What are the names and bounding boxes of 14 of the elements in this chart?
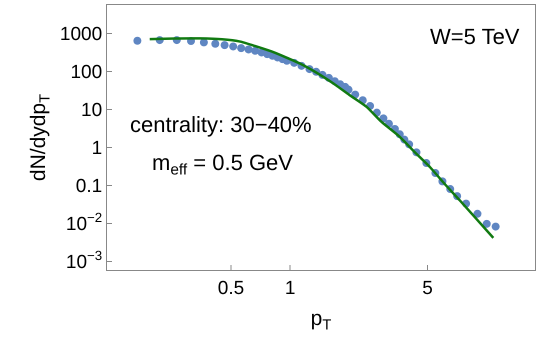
- y-tick-label: 1000: [60, 24, 102, 46]
- y-tick-label: 10$^{−3}$: [66, 248, 102, 273]
- x-tick-label: 1: [284, 278, 296, 299]
- y-tick-label: 10$^{−2}$: [66, 210, 102, 235]
- y-tick-label: 1: [92, 138, 102, 160]
- y-tick-label: 0.1: [76, 176, 102, 197]
- y-tick-label: 100: [70, 62, 102, 84]
- annotation: m$_{eff}$ = 0.5 GeV: [152, 150, 294, 179]
- annotation: W=5 TeV: [430, 24, 520, 49]
- y-tick-label: 10: [81, 100, 102, 122]
- annotation: centrality: 30−40%: [130, 112, 312, 137]
- x-axis-title: p$_{T}$: [310, 307, 332, 334]
- x-tick-label: 0.5: [218, 278, 244, 299]
- x-tick-label: 5: [422, 278, 433, 299]
